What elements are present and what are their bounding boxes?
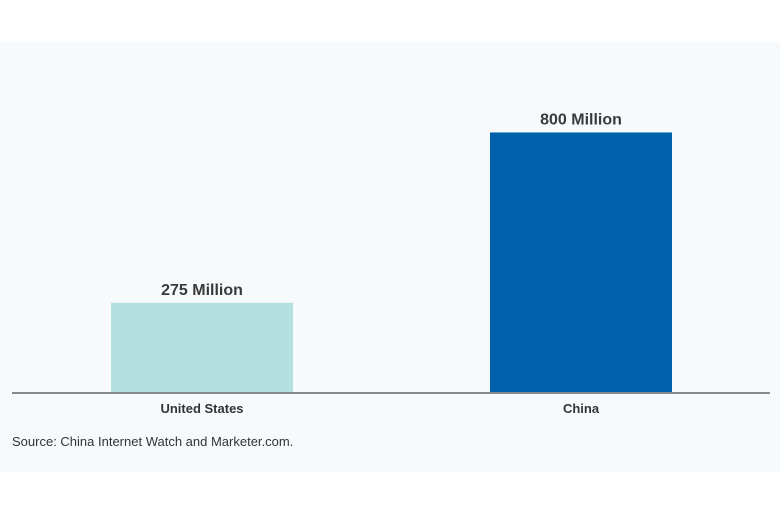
bar-china xyxy=(490,132,672,392)
category-label-china: China xyxy=(563,401,600,416)
source-note: Source: China Internet Watch and Markete… xyxy=(12,434,294,449)
data-label-china: 800 Million xyxy=(540,111,622,128)
data-label-united-states: 275 Million xyxy=(161,282,243,299)
category-label-united-states: United States xyxy=(160,401,243,416)
labels-group: 275 Million United States 800 Million China xyxy=(160,111,621,416)
bar-united-states xyxy=(111,302,293,392)
bars-group xyxy=(111,132,672,392)
